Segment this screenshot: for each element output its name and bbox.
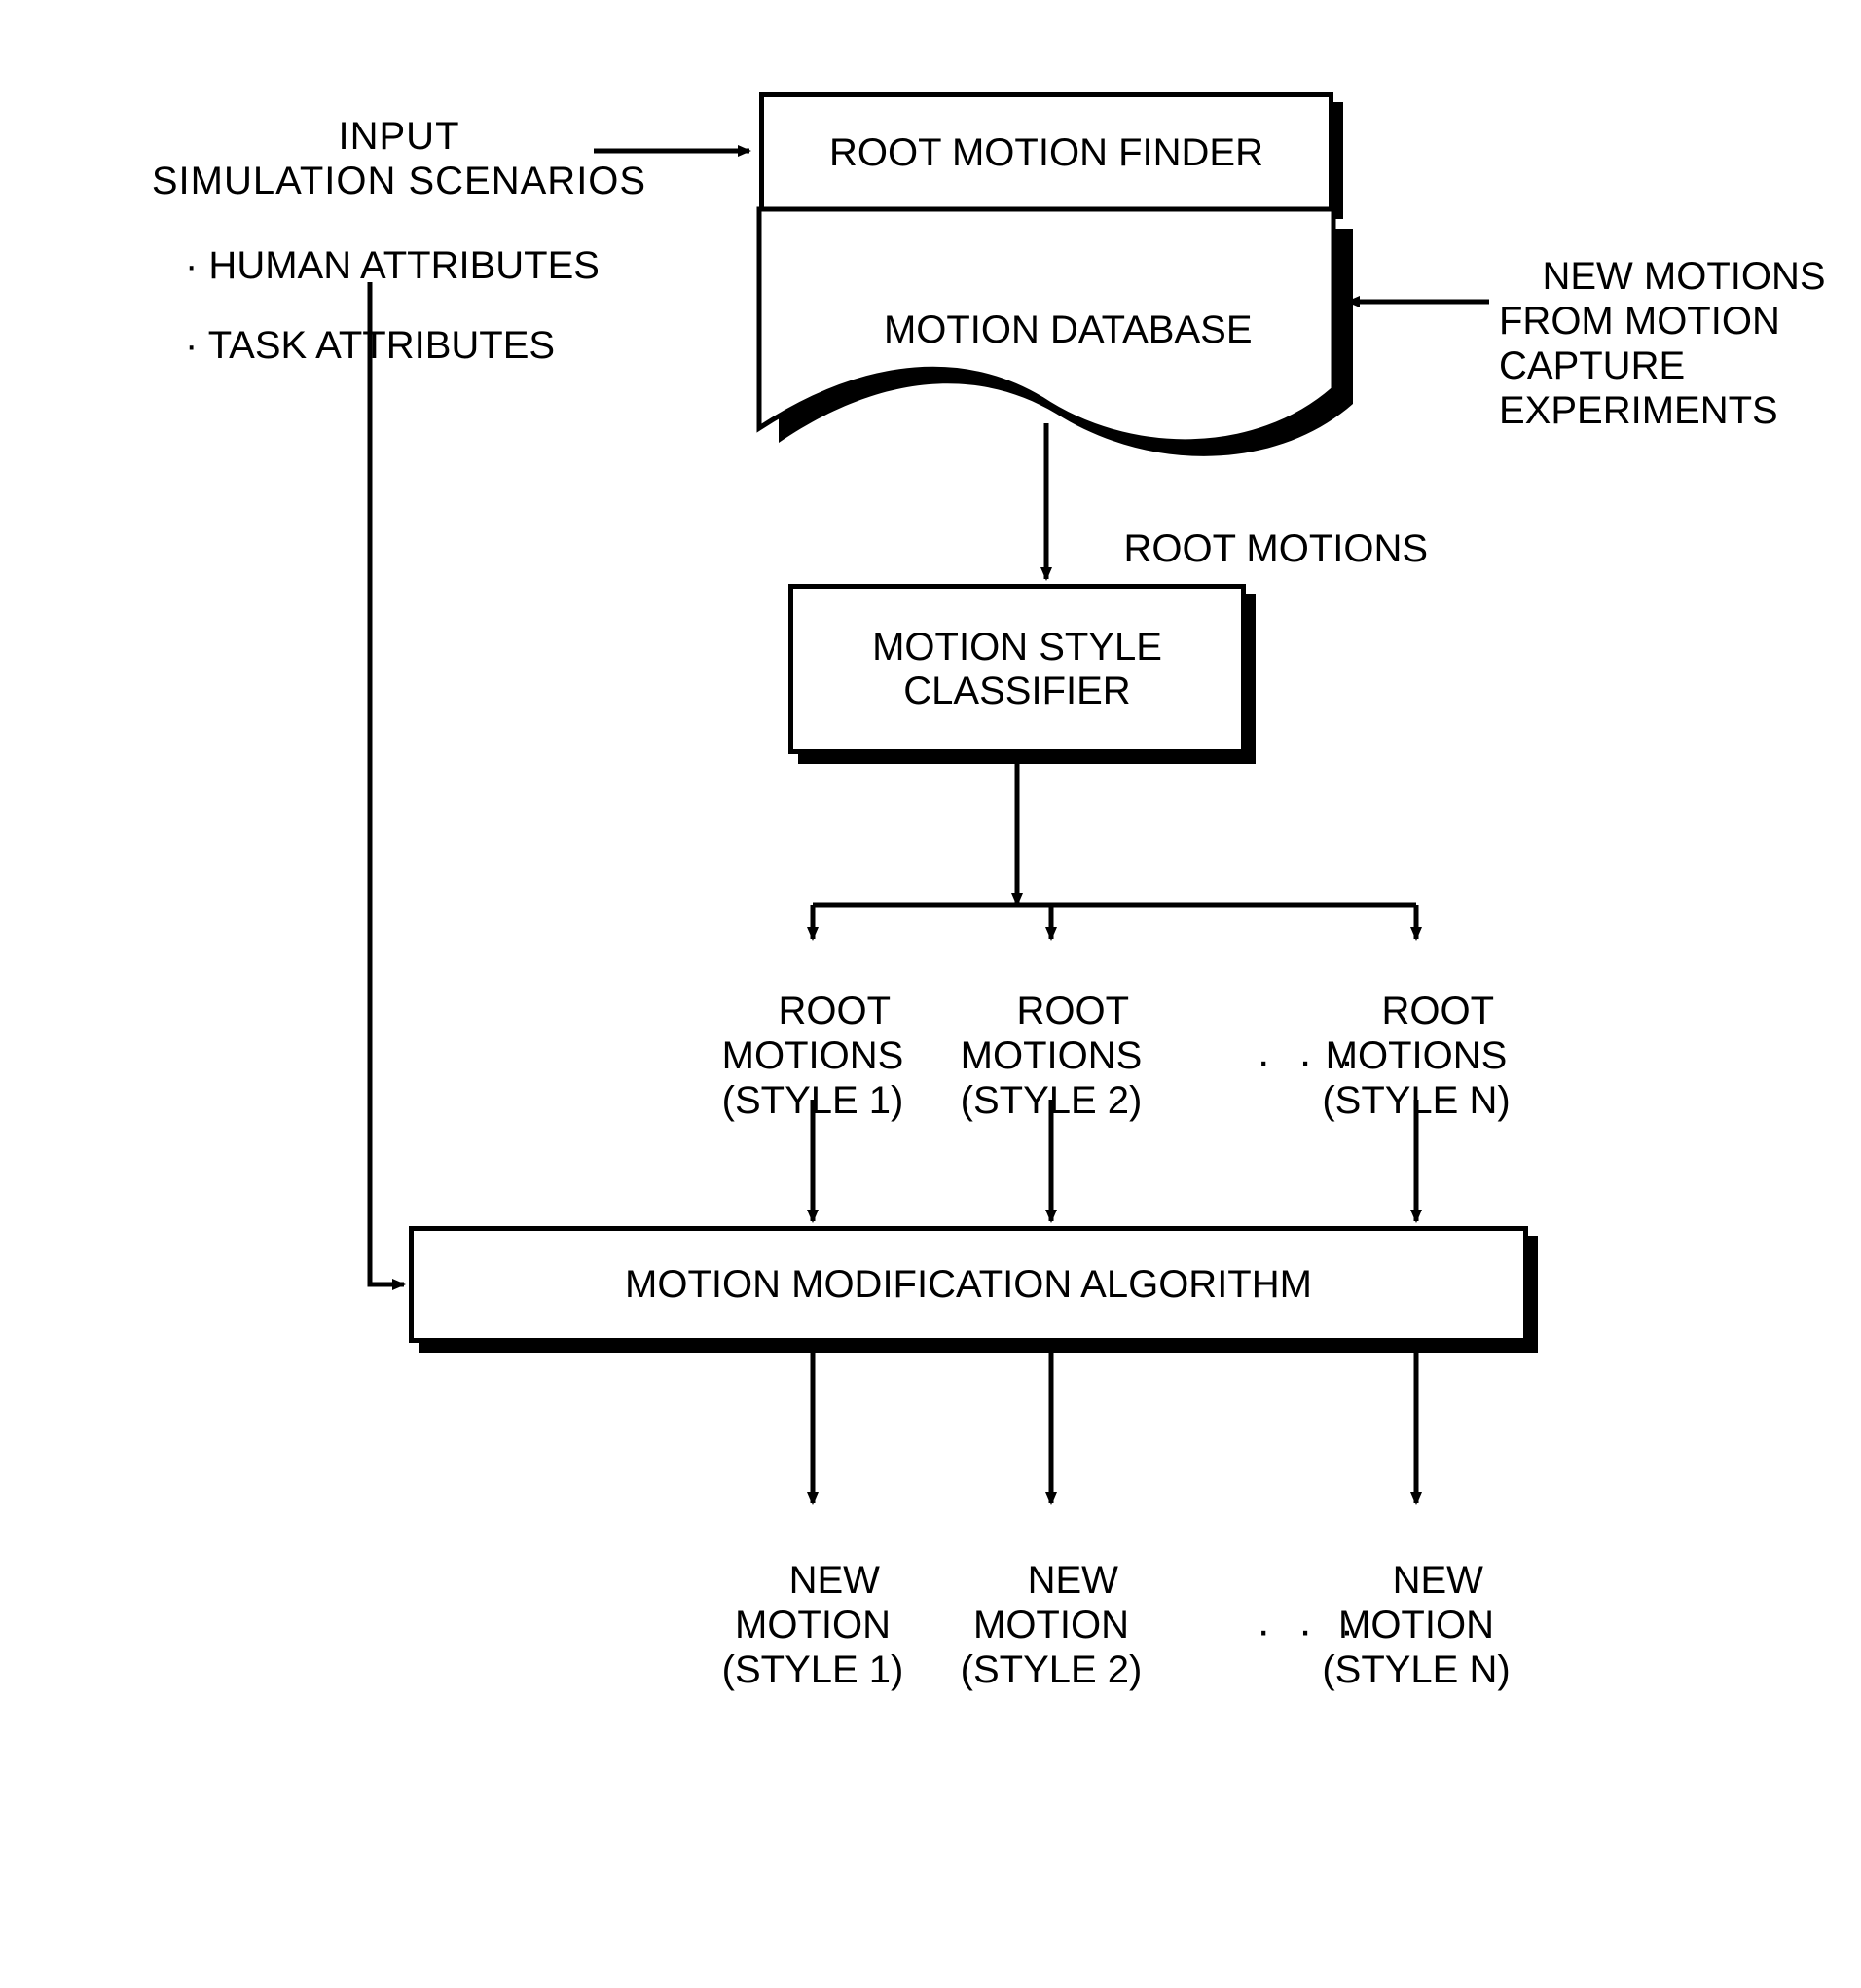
diagram-canvas: INPUT SIMULATION SCENARIOS · HUMAN ATTRI…: [0, 0, 1861, 1988]
motion-style-classifier-box: MOTION STYLE CLASSIFIER: [788, 584, 1246, 754]
ellipsis-top: · · ·: [1178, 988, 1295, 1136]
input-title: INPUT SIMULATION SCENARIOS: [146, 114, 652, 203]
motion-modification-algorithm-box: MOTION MODIFICATION ALGORITHM: [409, 1226, 1528, 1343]
new-motion-style2-label: NEW MOTION (STYLE 2): [939, 1513, 1163, 1737]
root-motions-style1-text: ROOT MOTIONS (STYLE 1): [722, 990, 904, 1122]
root-motions-style1-label: ROOT MOTIONS (STYLE 1): [701, 944, 925, 1168]
input-scenarios-label: INPUT SIMULATION SCENARIOS · HUMAN ATTRI…: [146, 78, 652, 404]
motion-style-classifier-label: MOTION STYLE CLASSIFIER: [793, 626, 1241, 713]
motion-database-label: MOTION DATABASE: [759, 263, 1333, 397]
motion-modification-algorithm-label: MOTION MODIFICATION ALGORITHM: [625, 1263, 1312, 1307]
new-motion-style1-label: NEW MOTION (STYLE 1): [701, 1513, 925, 1737]
new-motion-styleN-label: NEW MOTION (STYLE N): [1304, 1513, 1528, 1737]
new-motion-style1-text: NEW MOTION (STYLE 1): [722, 1559, 904, 1691]
root-motion-finder-box: ROOT MOTION FINDER: [759, 92, 1333, 209]
motion-database-text: MOTION DATABASE: [884, 308, 1253, 351]
root-motions-styleN-text: ROOT MOTIONS (STYLE N): [1322, 990, 1510, 1122]
root-motions-style2-text: ROOT MOTIONS (STYLE 2): [961, 990, 1143, 1122]
root-motions-edge-text: ROOT MOTIONS: [1123, 527, 1428, 570]
ellipsis-bottom: · · ·: [1178, 1557, 1295, 1705]
input-bullet-2: · TASK ATTRIBUTES: [146, 323, 652, 368]
new-motions-label: NEW MOTIONS FROM MOTION CAPTURE EXPERIME…: [1499, 209, 1830, 478]
input-bullet-1: · HUMAN ATTRIBUTES: [146, 243, 652, 288]
root-motions-styleN-label: ROOT MOTIONS (STYLE N): [1304, 944, 1528, 1168]
new-motion-styleN-text: NEW MOTION (STYLE N): [1322, 1559, 1510, 1691]
root-motions-style2-label: ROOT MOTIONS (STYLE 2): [939, 944, 1163, 1168]
root-motion-finder-label: ROOT MOTION FINDER: [829, 131, 1263, 175]
new-motion-style2-text: NEW MOTION (STYLE 2): [961, 1559, 1143, 1691]
new-motions-text: NEW MOTIONS FROM MOTION CAPTURE EXPERIME…: [1499, 255, 1826, 432]
